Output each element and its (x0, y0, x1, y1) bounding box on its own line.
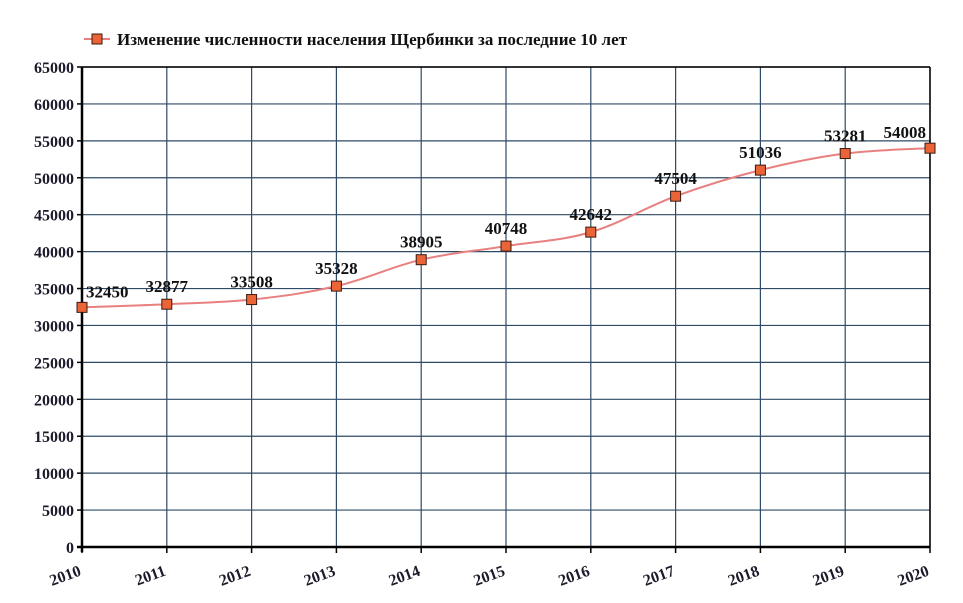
data-label: 40748 (485, 219, 528, 238)
y-tick-label: 0 (66, 540, 74, 557)
x-tick-label: 2016 (556, 563, 592, 590)
y-tick-label: 35000 (34, 282, 74, 299)
x-tick-label: 2010 (47, 563, 83, 590)
data-point-marker (924, 142, 936, 154)
data-label: 32450 (86, 282, 129, 301)
x-tick-label: 2013 (302, 563, 338, 590)
data-label: 47504 (654, 169, 697, 188)
y-tick-label: 5000 (42, 503, 74, 520)
y-tick-label: 60000 (34, 97, 74, 114)
data-label: 54008 (884, 123, 927, 142)
legend-label: Изменение численности населения Щербинки… (117, 30, 628, 49)
x-tick-label: 2014 (387, 563, 423, 590)
data-label: 35328 (315, 259, 358, 278)
data-point-marker (670, 190, 682, 202)
y-tick-label: 15000 (34, 429, 74, 446)
data-point-marker (76, 301, 88, 313)
data-point-marker (585, 226, 597, 238)
data-label: 32877 (146, 277, 189, 296)
x-tick-label: 2018 (726, 563, 762, 590)
data-point-marker (246, 294, 258, 306)
x-axis-tick-labels: 2010 2011 2012 2013 2014 2015 2016 2017 2018 2019… (47, 563, 931, 590)
y-tick-label: 30000 (34, 318, 74, 335)
data-series (76, 142, 936, 313)
x-tick-label: 2019 (811, 563, 847, 590)
data-label: 33508 (230, 273, 273, 292)
y-tick-label: 65000 (34, 60, 74, 77)
data-label: 51036 (739, 143, 782, 162)
y-tick-label: 40000 (34, 245, 74, 262)
y-tick-label: 55000 (34, 134, 74, 151)
chart-legend: Изменение численности населения Щербинки… (84, 30, 628, 49)
x-tick-label: 2011 (133, 563, 168, 590)
axes (77, 66, 931, 553)
data-point-marker (415, 254, 427, 266)
data-labels: 32450 32877 33508 35328 38905 40748 42642 47504… (86, 123, 926, 301)
y-tick-label: 45000 (34, 208, 74, 225)
data-label: 42642 (570, 205, 613, 224)
data-label: 38905 (400, 233, 443, 252)
y-tick-label: 50000 (34, 171, 74, 188)
y-tick-label: 10000 (34, 466, 74, 483)
data-point-marker (754, 164, 766, 176)
x-tick-label: 2017 (641, 563, 677, 590)
y-tick-label: 25000 (34, 355, 74, 372)
legend-marker-icon (91, 33, 103, 45)
data-point-marker (839, 148, 851, 160)
grid-lines (82, 66, 931, 547)
data-label: 53281 (824, 127, 867, 146)
y-tick-label: 20000 (34, 392, 74, 409)
data-point-marker (500, 240, 512, 252)
x-tick-label: 2012 (217, 563, 253, 590)
y-axis-tick-labels: 0 5000 10000 15000 20000 25000 30000 35000 40000… (34, 60, 74, 557)
x-tick-label: 2015 (471, 563, 507, 590)
x-tick-label: 2020 (895, 563, 931, 590)
data-point-marker (161, 298, 173, 310)
data-point-marker (330, 280, 342, 292)
